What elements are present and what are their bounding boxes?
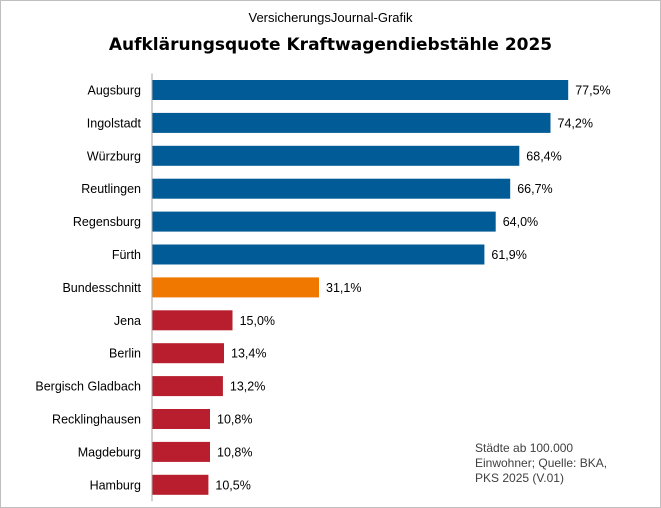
category-label: Augsburg [87,84,141,98]
value-label: 13,2% [230,380,265,394]
source-note-line: Einwohner; Quelle: BKA, [475,456,608,470]
category-label: Magdeburg [78,445,141,459]
category-label: Bergisch Gladbach [35,380,141,394]
value-label: 13,4% [231,347,266,361]
category-label: Ingolstadt [87,116,142,130]
chart-title: Aufklärungsquote Kraftwagendiebstähle 20… [108,35,553,55]
bar-magdeburg [152,441,210,462]
bar-recklinghausen [152,409,210,429]
bar-bergisch-gladbach [152,376,223,397]
value-label: 74,2% [558,116,593,130]
value-label: 15,0% [240,314,275,328]
category-labels: Augsburg Ingolstadt Würzburg Reutlingen Rege… [35,84,141,493]
value-label: 64,0% [503,215,538,229]
bar-fürth [152,244,485,265]
category-label: Jena [114,314,141,328]
bar-hamburg [152,474,209,495]
category-label: Reutlingen [81,182,141,196]
value-labels: 77,5% 74,2% 68,4% 66,7% 64,0% 61,9% 31,1% 15,0%… [215,84,610,493]
value-label: 10,8% [217,445,252,459]
category-label: Berlin [109,347,141,361]
category-label: Fürth [112,248,141,262]
value-label: 31,1% [326,281,361,295]
bar-group [152,80,569,495]
bar-ingolstadt [152,112,551,133]
bar-regensburg [152,211,496,232]
bar-reutlingen [152,178,511,199]
value-label: 68,4% [526,149,561,163]
value-label: 61,9% [491,248,526,262]
category-label: Würzburg [87,149,141,163]
source-note: Städte ab 100.000 Einwohner; Quelle: BKA… [475,441,645,486]
bar-jena [152,310,233,331]
category-label: Hamburg [90,478,141,492]
bar-berlin [152,343,224,364]
chart-subtitle: VersicherungsJournal-Grafik [248,10,413,25]
bar-augsburg [152,80,569,100]
category-label: Regensburg [73,215,141,229]
value-label: 66,7% [517,182,552,196]
value-label: 10,5% [215,478,250,492]
source-note-line: PKS 2025 (V.01) [475,471,564,485]
bar-bundesschnitt [152,277,319,298]
value-label: 10,8% [217,413,252,427]
category-label: Bundesschnitt [62,281,141,295]
source-note-line: Städte ab 100.000 [475,441,574,455]
category-label: Recklinghausen [52,413,141,427]
bar-würzburg [152,145,520,166]
value-label: 77,5% [575,84,610,98]
